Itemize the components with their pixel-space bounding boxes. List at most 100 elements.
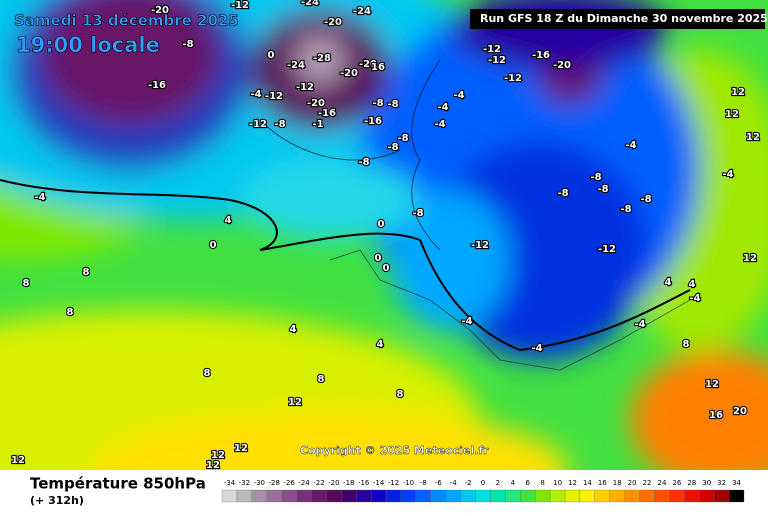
isotherm-label: 12 [206,460,220,471]
legend-label: -32 [239,479,250,487]
isotherm-label: 12 [234,443,248,454]
isotherm-label: 16 [709,410,723,421]
isotherm-label: -20 [340,68,358,79]
isotherm-label: -8 [358,157,369,168]
isotherm-label: 12 [725,109,739,120]
isotherm-label: 12 [11,455,25,466]
isotherm-label: -12 [231,0,249,11]
isotherm-label: -8 [412,208,423,219]
isotherm-label: 0 [378,219,385,230]
isotherm-label: -8 [387,99,398,110]
legend-swatch [400,489,417,503]
legend-label: -18 [343,479,354,487]
isotherm-label: -8 [372,98,383,109]
isotherm-label: 16 [371,62,385,73]
isotherm-label: 20 [733,406,747,417]
isotherm-label: -8 [640,194,651,205]
isotherm-label: -8 [557,188,568,199]
isotherm-label: -16 [318,108,336,119]
isotherm-label: -12 [504,73,522,84]
isotherm-label: -16 [532,50,550,61]
field-title: Température 850hPa [30,475,206,493]
legend-swatch [221,489,238,503]
legend-label: 2 [496,479,500,487]
legend-swatch [684,489,700,503]
legend-swatch [236,489,252,503]
isotherm-label: -20 [151,5,169,16]
isotherm-label: -16 [364,116,382,127]
isotherm-label: -4 [437,102,448,113]
isotherm-label: -12 [249,119,267,130]
legend-swatch [535,489,551,503]
legend-label: -30 [254,479,265,487]
legend-swatch [251,489,267,503]
isotherm-label: -24 [353,6,371,17]
legend-label: -16 [358,479,370,487]
isotherm-label: -20 [359,59,377,70]
legend-label: 26 [672,479,681,487]
legend-swatch [266,489,282,503]
isotherm-label: -12 [598,244,616,255]
lead-time: (+ 312h) [30,494,84,507]
isotherm-label: 12 [746,132,760,143]
legend-swatch [311,489,327,503]
legend-swatch [594,489,610,503]
legend-label: 22 [643,479,652,487]
legend-label: 34 [732,479,741,487]
copyright: Copyright © 2025 Meteociel.fr [300,444,489,457]
isotherm-label: 4 [225,215,232,226]
legend-label: -12 [388,479,399,487]
run-box [470,9,765,29]
isotherm-label: -20 [324,17,342,28]
legend-swatch [699,489,715,503]
legend-swatch [490,489,506,503]
legend-label: -22 [313,479,324,487]
legend-swatch [385,489,402,503]
legend-swatch [624,489,640,503]
legend-swatch [714,489,730,503]
isotherm-label: -4 [34,192,45,203]
legend-label: 4 [511,479,516,487]
legend-label: 6 [526,479,531,487]
isotherm-label: -12 [471,240,489,251]
isotherm-label: -8 [590,172,601,183]
isotherm-label: -4 [461,316,472,327]
isotherm-label: -12 [265,91,283,102]
isotherm-label: -8 [182,39,193,50]
isotherm-label: 12 [705,379,719,390]
isotherm-label: 12 [731,87,745,98]
legend-label: 20 [628,479,637,487]
legend-swatch [356,489,372,503]
legend-swatch [281,489,297,503]
legend-label: -28 [268,479,279,487]
legend-label: 16 [598,479,607,487]
isotherm-label: -24 [301,0,319,8]
legend-label: -6 [435,479,443,487]
isotherm-label: 8 [67,307,74,318]
isotherm-label: 0 [383,263,390,274]
isotherm-label: 12 [211,450,225,461]
legend-swatch [460,489,476,503]
isotherm-label: 0 [375,253,382,264]
legend-label: -4 [450,479,458,487]
legend-label: 12 [568,479,577,487]
legend-label: -24 [298,479,310,487]
legend-swatch [549,489,566,503]
isotherm-label: -4 [531,343,542,354]
forecast-date: Samedi 13 décembre 2025 [14,12,239,30]
legend-swatch [505,489,521,503]
legend-label: -10 [403,479,414,487]
legend-swatch [564,489,581,503]
isotherm-label: 8 [397,389,404,400]
legend-label: 28 [687,479,696,487]
legend-label: -20 [328,479,339,487]
legend-label: -14 [373,479,385,487]
isotherm-label: 8 [83,267,90,278]
isotherm-label: 12 [288,397,302,408]
legend-swatch [296,489,312,503]
isotherm-label: -24 [287,60,305,71]
legend-label: 24 [658,479,667,487]
legend-label: -26 [283,479,295,487]
legend-label: 10 [553,479,562,487]
